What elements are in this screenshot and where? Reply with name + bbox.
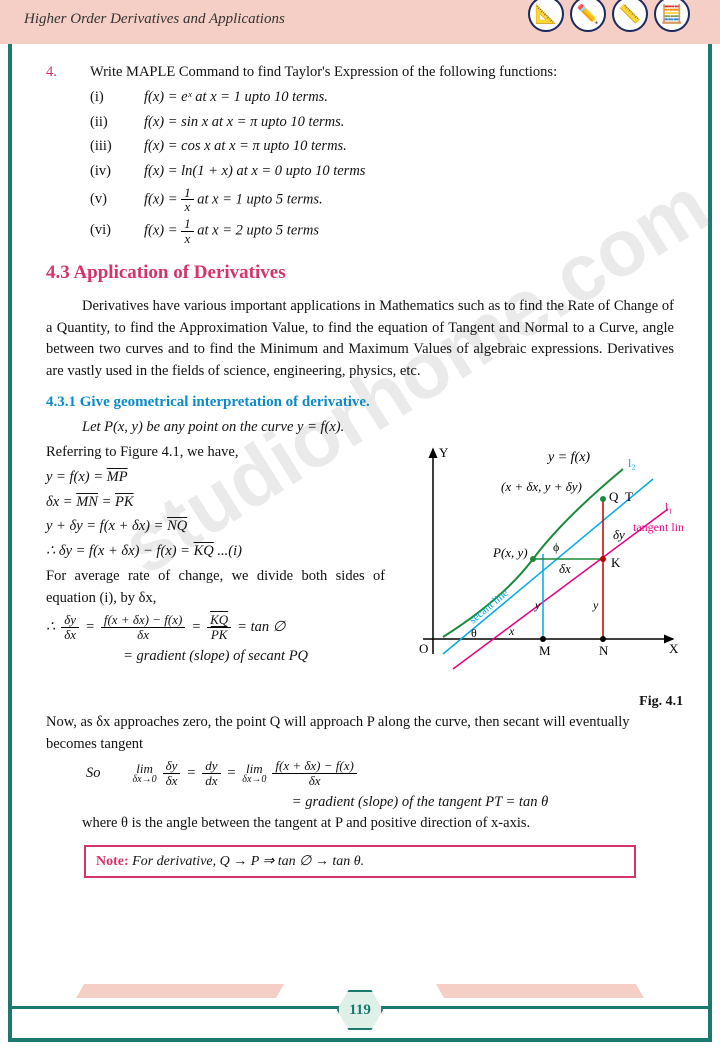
question-4-items: (i)f(x) = eˣ at x = 1 upto 10 terms. (ii… [90,87,674,246]
svg-text:l₂: l₂ [628,456,636,470]
svg-text:y: y [592,598,599,612]
question-number: 4. [46,62,66,84]
figure-label: Fig. 4.1 [393,691,683,712]
svg-text:y: y [534,598,541,612]
header-title: Higher Order Derivatives and Application… [24,11,285,27]
svg-text:y = f(x): y = f(x) [546,450,590,465]
limit-equation: So limδx→0 δyδx = dydx = limδx→0 f(x + δ… [86,759,674,787]
page-header: Higher Order Derivatives and Application… [0,0,720,44]
derivation-text: Referring to Figure 4.1, we have, y = f(… [46,439,385,712]
svg-text:K: K [611,555,621,570]
page-footer: 119 [0,990,720,1030]
svg-text:P(x, y): P(x, y) [492,545,528,560]
page-number: 119 [337,990,383,1030]
section-4-3-1-title: 4.3.1 Give geometrical interpretation of… [46,391,674,414]
question-prompt: Write MAPLE Command to find Taylor's Exp… [90,62,557,84]
svg-text:l₁: l₁ [665,500,673,514]
ruler-icon: 📏 [612,0,648,32]
svg-text:O: O [419,641,428,656]
svg-text:Q: Q [609,489,619,504]
svg-text:secant line: secant line [467,587,511,626]
figure-4-1: y = f(x) l₂ l₁ tangent line (x + δx, y +… [393,439,683,712]
svg-text:(x + δx, y + δy): (x + δx, y + δy) [501,479,582,494]
svg-text:Y: Y [439,445,449,460]
intro-line: Let P(x, y) be any point on the curve y … [46,417,674,439]
svg-text:δx: δx [559,561,571,576]
header-icon-strip: 📐 ✏️ 📏 🧮 [528,0,690,32]
svg-text:T: T [625,489,633,504]
geometry-icon: 📐 [528,0,564,32]
calculator-icon: 🧮 [654,0,690,32]
svg-text:θ: θ [471,626,477,640]
svg-text:tangent line: tangent line [633,520,683,534]
svg-text:ϕ: ϕ [553,540,559,554]
section-4-3-title: 4.3 Application of Derivatives [46,259,674,288]
approach-text: Now, as δx approaches zero, the point Q … [46,712,674,756]
note-box: Note: For derivative, Q → P ⇒ tan ∅ → ta… [84,845,636,878]
svg-text:x: x [508,624,515,638]
page-content: 4. Write MAPLE Command to find Taylor's … [0,54,720,878]
where-text: where θ is the angle between the tangent… [46,813,674,835]
svg-text:X: X [669,641,679,656]
question-4: 4. Write MAPLE Command to find Taylor's … [46,62,674,84]
compass-icon: ✏️ [570,0,606,32]
svg-text:δy: δy [613,527,625,542]
section-4-3-para: Derivatives have various important appli… [46,296,674,383]
svg-text:M: M [539,643,551,658]
svg-text:N: N [599,643,609,658]
